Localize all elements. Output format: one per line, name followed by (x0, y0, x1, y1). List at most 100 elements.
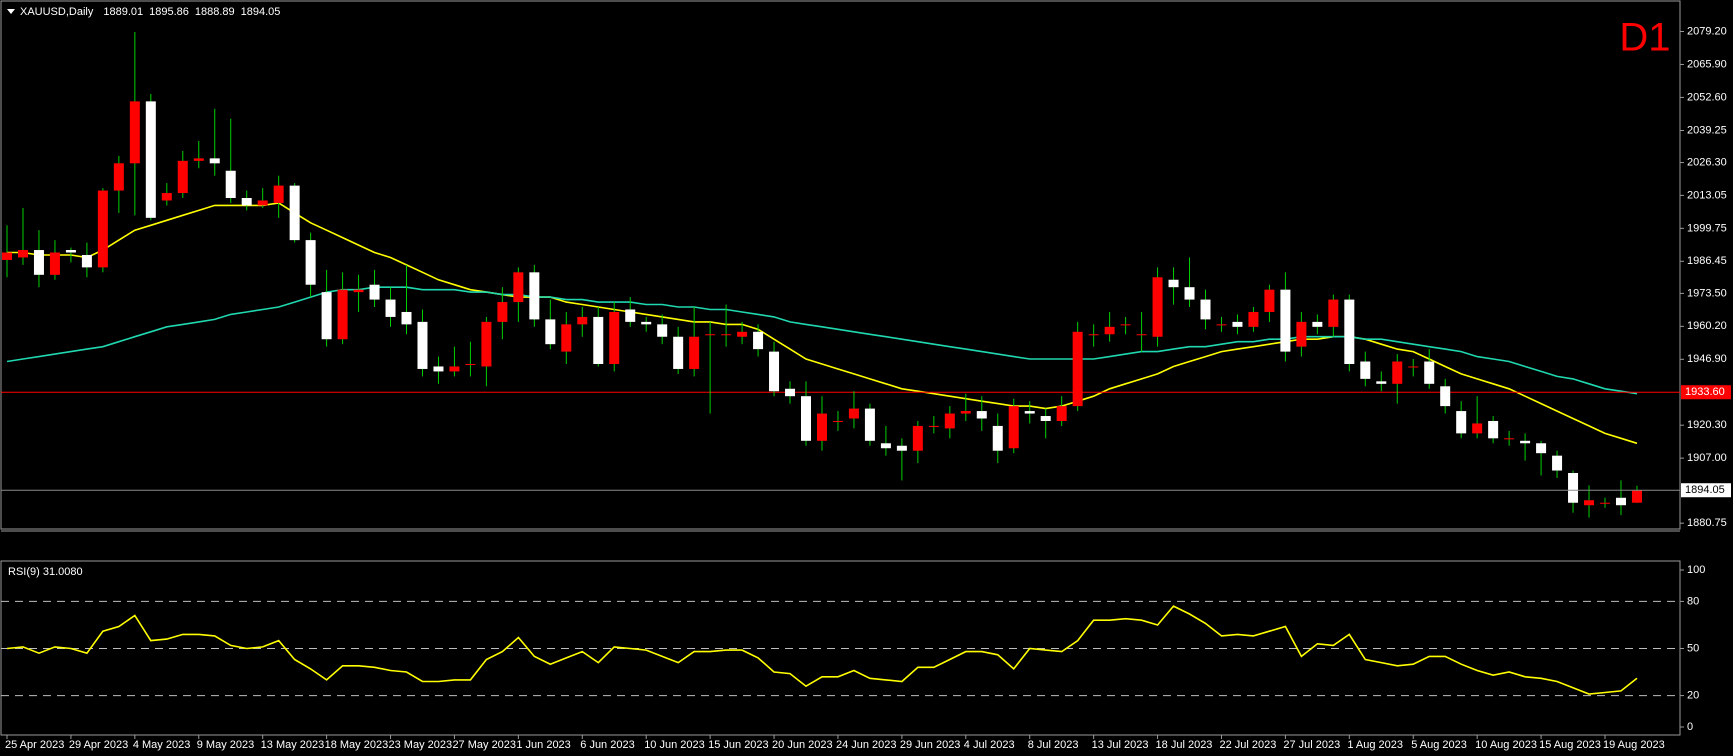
x-tick-label: 10 Jun 2023 (644, 739, 705, 751)
x-tick-label: 1 Aug 2023 (1347, 739, 1403, 751)
candle-body (1536, 443, 1547, 454)
candle-body (49, 252, 60, 275)
symbol-title: XAUUSD,Daily (20, 6, 94, 18)
y-tick-label: 2065.90 (1687, 58, 1727, 70)
candle-body (992, 425, 1003, 451)
y-tick-label: 1999.75 (1687, 222, 1727, 234)
candle-body (1504, 438, 1515, 440)
candle-body (593, 316, 604, 364)
candle-body (1568, 473, 1579, 503)
y-tick-label: 1946.90 (1687, 353, 1727, 365)
timeframe-label: D1 (1619, 16, 1670, 60)
candle-body (912, 425, 923, 451)
candle-body (1024, 411, 1035, 414)
candle-body (33, 250, 44, 275)
candle-body (417, 321, 428, 369)
x-tick-label: 15 Aug 2023 (1539, 739, 1601, 751)
candle-body (848, 408, 859, 419)
y-tick-label: 2039.25 (1687, 124, 1727, 136)
candle-body (561, 324, 572, 352)
y-tick-label: 100 (1687, 564, 1705, 576)
x-tick-label: 20 Jun 2023 (772, 739, 833, 751)
x-tick-label: 4 May 2023 (133, 739, 190, 751)
candle-body (225, 170, 236, 199)
candle-body (65, 250, 76, 253)
candle-body (1440, 386, 1451, 407)
candle-body (1488, 420, 1499, 439)
x-tick-label: 23 May 2023 (389, 739, 453, 751)
x-tick-label: 19 Aug 2023 (1603, 739, 1665, 751)
main-panel-frame (0, 0, 1681, 530)
candle-body (401, 311, 412, 325)
x-tick-label: 4 Jul 2023 (964, 739, 1015, 751)
current-price-label: 1894.05 (1685, 484, 1725, 496)
header-value: 1889.01 (103, 6, 143, 18)
candle-body (880, 443, 891, 449)
candle-body (1088, 334, 1099, 336)
level-label: 1933.60 (1685, 386, 1725, 398)
candle-body (497, 302, 508, 322)
y-tick-label: 1880.75 (1687, 517, 1727, 529)
candle-body (289, 185, 300, 241)
x-tick-label: 27 Jul 2023 (1283, 739, 1340, 751)
x-tick-label: 1 Jun 2023 (516, 739, 570, 751)
candle-body (1200, 299, 1211, 320)
candle-body (433, 366, 444, 372)
candle-body (1312, 321, 1323, 327)
y-tick-label: 50 (1687, 642, 1699, 654)
candle-body (513, 272, 524, 303)
y-tick-label: 1973.50 (1687, 287, 1727, 299)
candle-body (545, 319, 556, 345)
candle-body (1408, 366, 1419, 368)
x-tick-label: 25 Apr 2023 (5, 739, 64, 751)
candle-body (241, 198, 252, 206)
y-tick-label: 1986.45 (1687, 255, 1727, 267)
candle-body (1152, 277, 1163, 337)
candle-body (529, 272, 540, 320)
candle-body (209, 158, 220, 164)
y-tick-label: 1907.00 (1687, 452, 1727, 464)
candle-body (1600, 502, 1610, 504)
candle-body (1456, 411, 1467, 434)
x-tick-label: 29 Apr 2023 (69, 739, 128, 751)
candle-body (129, 101, 140, 164)
candle-body (1615, 497, 1626, 506)
candle-body (960, 411, 971, 414)
candle-body (17, 250, 28, 258)
x-tick-label: 5 Aug 2023 (1411, 739, 1467, 751)
candle-body (369, 284, 380, 300)
candle-body (1520, 440, 1531, 444)
header-value: 1894.05 (241, 6, 281, 18)
x-tick-label: 10 Aug 2023 (1475, 739, 1537, 751)
candle-body (1248, 311, 1259, 327)
candle-body (1328, 299, 1339, 327)
x-tick-label: 8 Jul 2023 (1028, 739, 1079, 751)
candle-body (481, 321, 492, 367)
candle-body (81, 254, 92, 268)
candle-body (1040, 416, 1051, 421)
y-tick-label: 2079.20 (1687, 25, 1727, 37)
header-value: 1895.86 (149, 6, 189, 18)
x-tick-label: 22 Jul 2023 (1219, 739, 1276, 751)
x-tick-label: 15 Jun 2023 (708, 739, 769, 751)
candle-body (193, 158, 204, 161)
candle-body (1072, 331, 1083, 407)
candle-body (641, 321, 652, 325)
candle-body (657, 324, 668, 337)
candle-body (896, 445, 907, 451)
candle-body (353, 289, 364, 293)
y-tick-label: 1960.20 (1687, 320, 1727, 332)
y-tick-label: 80 (1687, 595, 1699, 607)
candle-body (801, 396, 811, 441)
y-tick-label: 2052.60 (1687, 91, 1727, 103)
candle-body (1392, 361, 1403, 384)
menu-triangle (7, 9, 15, 14)
candle-body (145, 101, 156, 218)
candle-body (1232, 321, 1243, 327)
candle-body (673, 336, 684, 369)
x-tick-label: 6 Jun 2023 (580, 739, 634, 751)
candle-body (785, 388, 796, 397)
candle-body (1264, 289, 1275, 312)
candle-body (1120, 324, 1131, 326)
